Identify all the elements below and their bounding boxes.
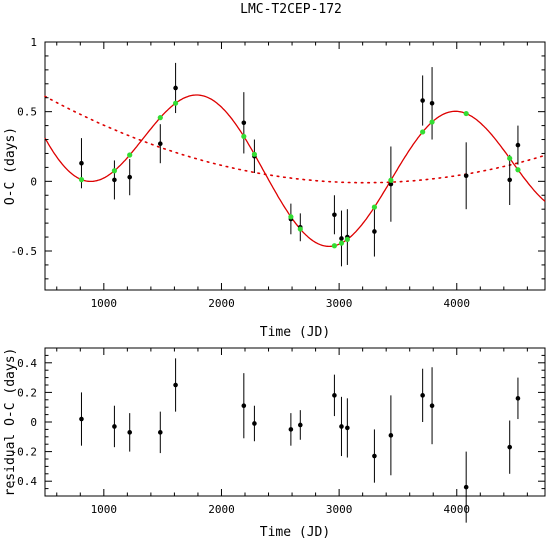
top-data-point <box>332 212 337 218</box>
bottom-y-tick-label: -0.4 <box>11 475 38 488</box>
top-curves <box>44 94 546 248</box>
bottom-y-tick-label: 0.2 <box>17 386 37 399</box>
bottom-data-point <box>372 453 377 459</box>
bottom-y-tick-label: 0.4 <box>17 357 37 370</box>
bottom-data-point <box>297 422 303 428</box>
bottom-data-point <box>463 484 469 490</box>
top-data-point <box>420 98 425 103</box>
chart-title: LMC-T2CEP-172 <box>240 2 342 17</box>
bottom-data-point <box>515 396 521 401</box>
top-data-point <box>339 236 344 241</box>
model-point <box>297 226 303 232</box>
bottom-y-tick-label: -0.2 <box>11 446 38 459</box>
bottom-panel: 1000 2000 3000 4000 -0.4 -0.2 0 0.2 0.4 Time (JD… <box>3 347 546 540</box>
model-point <box>338 240 345 246</box>
bottom-y-axis-label: residual O-C (days) <box>3 348 18 497</box>
bottom-data-point <box>241 403 247 409</box>
bottom-data-point <box>127 430 133 435</box>
top-data-point <box>388 181 394 187</box>
bottom-data-point <box>507 444 513 450</box>
parabola-dotted-curve <box>44 95 546 184</box>
bottom-data-point <box>112 424 117 429</box>
top-x-tick-label: 4000 <box>444 297 471 310</box>
bottom-data-point <box>420 393 425 398</box>
top-panel: 1000 2000 3000 4000 -0.5 0 0.5 1 Time (JD) O-C … <box>3 36 546 340</box>
top-x-tick-label: 1000 <box>91 297 118 310</box>
model-point <box>288 214 294 220</box>
bottom-x-tick-label: 3000 <box>326 503 353 516</box>
top-data-point <box>241 120 247 126</box>
bottom-data-point <box>173 382 178 388</box>
top-data-point <box>507 177 513 183</box>
top-y-tick-label: 1 <box>30 36 37 49</box>
bottom-x-tick-label: 2000 <box>208 503 235 516</box>
bottom-y-tick-label: 0 <box>30 416 37 429</box>
bottom-x-tick-label: 1000 <box>91 503 118 516</box>
top-x-tick-label: 3000 <box>326 297 353 310</box>
model-point <box>420 129 426 135</box>
model-point <box>429 119 435 125</box>
model-point <box>78 177 85 183</box>
top-y-tick-label: 0.5 <box>17 106 37 119</box>
model-point <box>251 151 258 157</box>
bottom-data-point <box>332 393 337 398</box>
bottom-data-point <box>157 430 163 435</box>
top-y-tick-label: -0.5 <box>11 245 38 258</box>
top-x-axis-label: Time (JD) <box>260 325 330 340</box>
model-point <box>344 236 350 242</box>
bottom-plot-frame <box>44 347 546 497</box>
bottom-data-point <box>429 403 435 409</box>
top-y-tick-label: 0 <box>30 175 37 188</box>
top-data-point <box>515 142 521 148</box>
model-point <box>388 177 394 183</box>
model-point <box>515 167 521 173</box>
bottom-data-point <box>79 416 84 422</box>
top-data-point <box>112 177 117 183</box>
bottom-data-point <box>345 425 350 431</box>
model-point <box>507 155 513 161</box>
model-point <box>172 100 179 106</box>
bottom-data-point <box>339 424 344 429</box>
top-data-point <box>372 229 377 234</box>
bottom-data-point <box>388 433 394 438</box>
top-y-axis-label: O-C (days) <box>3 127 18 205</box>
top-data-point <box>429 101 435 106</box>
model-point <box>157 115 163 121</box>
model-point <box>111 168 118 174</box>
model-point <box>331 243 338 249</box>
bottom-x-tick-label: 4000 <box>444 503 471 516</box>
top-data-point <box>79 160 84 166</box>
top-x-tick-label: 2000 <box>208 297 235 310</box>
bottom-ticks: 1000 2000 3000 4000 -0.4 -0.2 0 0.2 0.4 <box>11 347 545 516</box>
model-point <box>463 110 469 117</box>
top-data-point <box>173 85 178 91</box>
top-data-point <box>463 173 469 179</box>
model-point <box>241 133 247 140</box>
bottom-points <box>79 358 521 523</box>
top-points <box>78 62 521 267</box>
model-point <box>127 152 133 158</box>
top-data-point <box>127 174 133 180</box>
bottom-data-point <box>252 421 257 426</box>
top-plot-frame <box>44 41 546 291</box>
bottom-data-point <box>288 427 294 432</box>
top-ticks: 1000 2000 3000 4000 -0.5 0 0.5 1 <box>11 36 545 310</box>
model-fit-curve <box>44 94 546 248</box>
model-point <box>371 204 378 210</box>
top-data-point <box>157 141 163 147</box>
bottom-x-axis-label: Time (JD) <box>260 525 330 540</box>
